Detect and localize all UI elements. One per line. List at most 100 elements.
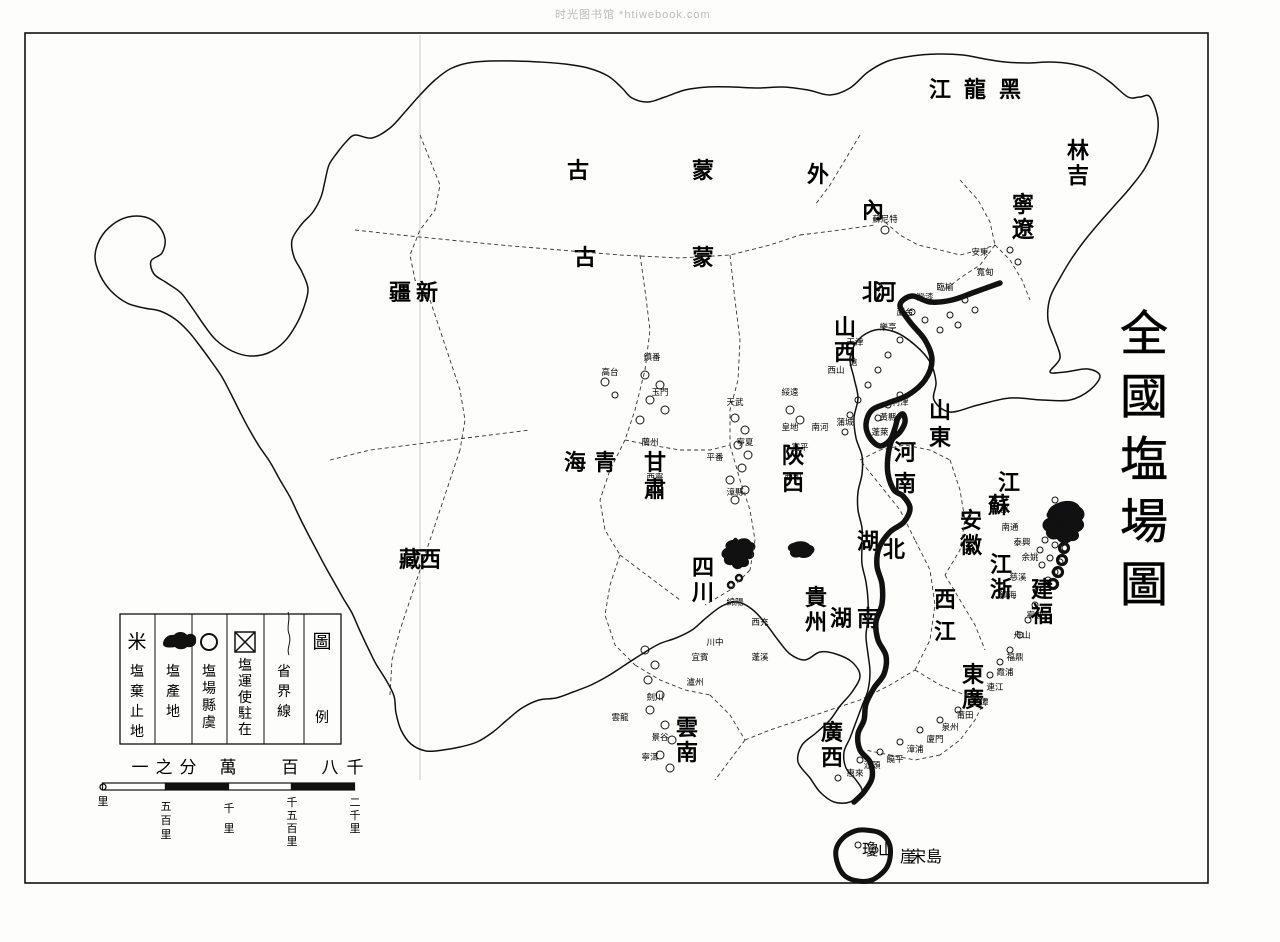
svg-text:龍: 龍	[964, 77, 986, 102]
svg-text:山: 山	[929, 398, 951, 423]
svg-text:江: 江	[934, 619, 956, 644]
svg-text:泉州: 泉州	[941, 722, 958, 732]
svg-text:塩: 塩	[1120, 434, 1168, 487]
svg-text:安東: 安東	[971, 247, 989, 257]
svg-text:內: 內	[862, 198, 884, 223]
svg-text:蘭州: 蘭州	[641, 437, 658, 447]
svg-text:南河: 南河	[811, 422, 829, 432]
svg-text:產: 產	[166, 683, 180, 699]
svg-text:慈溪: 慈溪	[1009, 572, 1027, 582]
svg-text:蓬溪: 蓬溪	[751, 652, 769, 662]
svg-text:雲: 雲	[676, 715, 698, 740]
svg-text:蒙: 蒙	[692, 245, 714, 270]
svg-text:景谷: 景谷	[651, 732, 669, 742]
svg-text:建: 建	[1031, 577, 1053, 602]
svg-text:天武: 天武	[726, 397, 744, 407]
svg-text:雲龍: 雲龍	[611, 712, 629, 722]
svg-text:漳浦: 漳浦	[906, 744, 924, 754]
svg-text:湖: 湖	[830, 606, 852, 631]
svg-text:余姚: 余姚	[1021, 552, 1039, 562]
svg-text:全: 全	[1120, 308, 1168, 361]
svg-text:里: 里	[224, 822, 235, 835]
svg-text:西: 西	[782, 470, 804, 495]
svg-text:西山: 西山	[827, 365, 844, 375]
svg-text:千: 千	[287, 796, 298, 809]
svg-text:萬: 萬	[220, 758, 237, 777]
svg-text:泰興: 泰興	[1013, 537, 1031, 547]
svg-text:蒲城: 蒲城	[836, 417, 854, 427]
svg-text:塩: 塩	[130, 663, 144, 679]
svg-text:千: 千	[224, 802, 235, 815]
svg-text:線: 線	[277, 703, 291, 719]
svg-text:西: 西	[419, 547, 441, 572]
svg-text:古: 古	[574, 245, 596, 270]
svg-text:縣: 縣	[202, 697, 216, 713]
svg-text:寧夏: 寧夏	[736, 437, 754, 447]
svg-text:圖: 圖	[1120, 559, 1168, 612]
svg-text:皇地: 皇地	[781, 422, 799, 432]
svg-text:江: 江	[998, 470, 1020, 495]
svg-text:百: 百	[287, 823, 298, 835]
svg-text:廈門: 廈門	[926, 734, 943, 744]
svg-text:里: 里	[98, 795, 109, 808]
svg-text:蓬萊: 蓬萊	[871, 427, 889, 437]
svg-text:東: 東	[929, 425, 951, 450]
svg-text:平番: 平番	[706, 452, 724, 462]
svg-text:運: 運	[238, 673, 252, 689]
svg-text:場: 場	[1120, 496, 1168, 549]
svg-text:疆: 疆	[389, 280, 411, 305]
svg-text:止: 止	[130, 703, 144, 719]
svg-text:海: 海	[564, 450, 586, 475]
svg-text:地: 地	[166, 703, 180, 719]
svg-text:藏: 藏	[399, 547, 421, 572]
svg-text:棄: 棄	[130, 683, 144, 699]
svg-text:霞浦: 霞浦	[996, 667, 1014, 677]
svg-text:虞: 虞	[202, 714, 216, 730]
svg-text:福: 福	[1030, 602, 1053, 627]
svg-text:西: 西	[834, 340, 856, 365]
svg-text:西: 西	[934, 587, 956, 612]
svg-text:高台: 高台	[601, 367, 618, 377]
svg-text:千: 千	[347, 758, 364, 777]
svg-text:塩: 塩	[166, 663, 180, 679]
svg-text:圖: 圖	[312, 632, 331, 653]
svg-text:廣: 廣	[821, 720, 843, 745]
svg-text:場: 場	[202, 680, 216, 696]
svg-text:駐: 駐	[238, 705, 252, 721]
svg-text:饒平: 饒平	[886, 754, 904, 764]
svg-text:江: 江	[990, 552, 1012, 577]
svg-text:里: 里	[350, 822, 361, 835]
svg-text:陜: 陜	[782, 443, 804, 468]
svg-text:西: 西	[821, 745, 843, 770]
svg-text:米: 米	[127, 631, 146, 653]
svg-text:宜賓: 宜賓	[691, 652, 708, 662]
svg-text:蒙: 蒙	[692, 158, 714, 183]
svg-text:界: 界	[277, 683, 291, 699]
svg-text:福鼎: 福鼎	[1006, 652, 1023, 662]
svg-text:外: 外	[807, 162, 829, 187]
svg-text:宋島: 宋島	[910, 848, 942, 866]
svg-text:二: 二	[350, 797, 361, 809]
svg-text:之: 之	[156, 758, 173, 777]
svg-text:黑: 黑	[999, 77, 1021, 102]
svg-text:河: 河	[894, 440, 916, 465]
svg-text:江: 江	[929, 77, 951, 102]
svg-text:東: 東	[962, 662, 984, 687]
svg-text:州: 州	[805, 610, 827, 635]
svg-text:劍川: 劍川	[646, 692, 663, 702]
svg-text:遼: 遼	[1012, 217, 1035, 242]
svg-text:塩: 塩	[238, 657, 252, 673]
svg-text:例: 例	[315, 709, 329, 725]
svg-text:八: 八	[322, 758, 339, 777]
svg-text:蘇: 蘇	[987, 493, 1010, 518]
svg-text:百: 百	[161, 815, 172, 827]
svg-text:肅: 肅	[644, 477, 666, 502]
svg-text:使: 使	[238, 689, 252, 705]
svg-text:南: 南	[676, 740, 698, 765]
svg-text:南通: 南通	[1001, 522, 1019, 532]
svg-text:地: 地	[130, 723, 144, 739]
svg-text:新: 新	[416, 280, 438, 305]
svg-text:分: 分	[180, 758, 197, 777]
svg-text:四: 四	[692, 555, 714, 580]
svg-text:青: 青	[594, 450, 616, 475]
